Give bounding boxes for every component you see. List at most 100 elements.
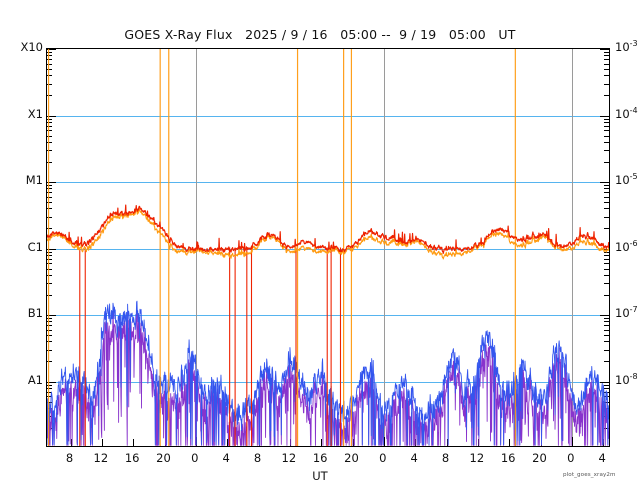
axis-tick-minor: [47, 274, 52, 276]
trace-path: [47, 310, 609, 446]
axis-tick-minor: [604, 216, 609, 218]
axis-tick-minor: [47, 384, 52, 386]
y-axis-right-label: 10-6: [615, 238, 638, 254]
x-axis-tick-label: 16: [500, 451, 516, 465]
axis-tick-minor: [604, 321, 609, 323]
gridline-vertical-day-boundary: [383, 49, 385, 446]
y-axis-right-label: 10-4: [615, 105, 638, 121]
axis-tick-minor: [47, 349, 52, 351]
axis-tick-minor: [604, 59, 609, 61]
axis-tick-minor: [47, 228, 52, 230]
axis-tick-minor: [47, 52, 52, 54]
axis-tick-minor: [47, 59, 52, 61]
axis-tick-minor: [604, 258, 609, 260]
axis-tick-minor: [47, 216, 52, 218]
axis-tick-minor: [604, 228, 609, 230]
axis-tick-minor: [604, 384, 609, 386]
axis-tick-minor: [47, 150, 52, 152]
axis-tick-minor: [47, 141, 52, 143]
axis-tick-minor: [47, 294, 52, 296]
x-axis-tick-label: 4: [222, 451, 230, 465]
axis-tick-minor: [47, 196, 52, 198]
axis-tick-minor: [604, 361, 609, 363]
x-axis-tick-label: 0: [379, 451, 387, 465]
axis-tick-minor: [604, 95, 609, 97]
x-axis-tick-label: 12: [281, 451, 297, 465]
axis-tick-minor: [604, 118, 609, 120]
trace-path: [47, 206, 609, 260]
x-axis-tick-label: 20: [532, 451, 547, 465]
x-axis-tick-label: 8: [253, 451, 262, 465]
axis-tick-minor: [47, 202, 52, 204]
axis-tick-minor: [604, 135, 609, 137]
axis-tick-minor: [47, 396, 52, 398]
axis-tick-minor: [47, 121, 52, 123]
axis-tick-minor: [604, 196, 609, 198]
axis-tick-minor: [47, 341, 52, 343]
axis-tick-major: [600, 248, 609, 250]
axis-tick-minor: [604, 268, 609, 270]
gridline-horizontal: [47, 315, 609, 316]
axis-tick-minor: [47, 268, 52, 270]
x-axis-tick-label: 4: [598, 451, 606, 465]
y-axis-right-label: 10-8: [615, 371, 638, 387]
x-axis-tick-label: 8: [65, 451, 74, 465]
y-axis-left-label: C1: [27, 239, 43, 254]
x-axis-tick-label: 16: [124, 451, 140, 465]
y-axis-left-label: M1: [25, 173, 43, 187]
axis-tick-minor: [604, 208, 609, 210]
flux-traces: [47, 49, 609, 446]
y-axis-right-label: 10-5: [615, 172, 638, 187]
axis-tick-minor: [47, 325, 52, 327]
axis-tick-minor: [47, 135, 52, 137]
x-axis-tick: [540, 439, 542, 446]
x-axis-tick: [509, 439, 511, 446]
x-axis-tick: [101, 439, 103, 446]
x-axis-tick: [477, 439, 479, 446]
axis-tick-minor: [47, 401, 52, 403]
axis-tick-minor: [604, 188, 609, 190]
y-axis-left-label: X10: [20, 40, 43, 54]
x-axis-tick-label: 20: [344, 451, 359, 465]
axis-tick-minor: [604, 349, 609, 351]
axis-tick-minor: [604, 294, 609, 296]
axis-tick-minor: [604, 387, 609, 389]
trace-path: [47, 204, 609, 254]
axis-tick-minor: [604, 335, 609, 337]
x-axis-title: UT: [312, 469, 328, 483]
axis-tick-minor: [604, 83, 609, 85]
x-axis-tick-label: 8: [441, 451, 450, 465]
axis-tick-minor: [604, 254, 609, 256]
axis-tick-minor: [604, 125, 609, 127]
axis-tick-minor: [47, 192, 52, 194]
axis-tick-minor: [47, 254, 52, 256]
axis-tick-minor: [604, 52, 609, 54]
axis-tick-minor: [47, 69, 52, 71]
axis-tick-minor: [47, 161, 52, 163]
x-axis-tick-label: 12: [93, 451, 109, 465]
axis-tick-minor: [604, 274, 609, 276]
axis-tick-minor: [604, 55, 609, 57]
axis-tick-minor: [604, 161, 609, 163]
gridline-horizontal: [47, 381, 609, 383]
axis-tick-minor: [604, 121, 609, 123]
y-axis-left-label: B1: [27, 306, 43, 320]
axis-tick-minor: [47, 63, 52, 65]
axis-tick-minor: [47, 321, 52, 323]
axis-tick-minor: [604, 263, 609, 265]
axis-tick-minor: [47, 387, 52, 389]
axis-tick-major: [47, 248, 56, 250]
axis-tick-minor: [47, 185, 52, 187]
axis-tick-minor: [47, 251, 52, 253]
axis-tick-minor: [604, 185, 609, 187]
gridline-horizontal: [47, 115, 609, 117]
axis-tick-minor: [47, 361, 52, 363]
axis-tick-major: [600, 49, 609, 50]
axis-tick-minor: [604, 141, 609, 143]
axis-tick-minor: [604, 150, 609, 152]
watermark-label: plot_goes_xray2m: [563, 472, 616, 478]
axis-tick-minor: [47, 335, 52, 337]
axis-tick-minor: [47, 55, 52, 57]
x-axis-tick: [321, 439, 323, 446]
axis-tick-minor: [604, 63, 609, 65]
